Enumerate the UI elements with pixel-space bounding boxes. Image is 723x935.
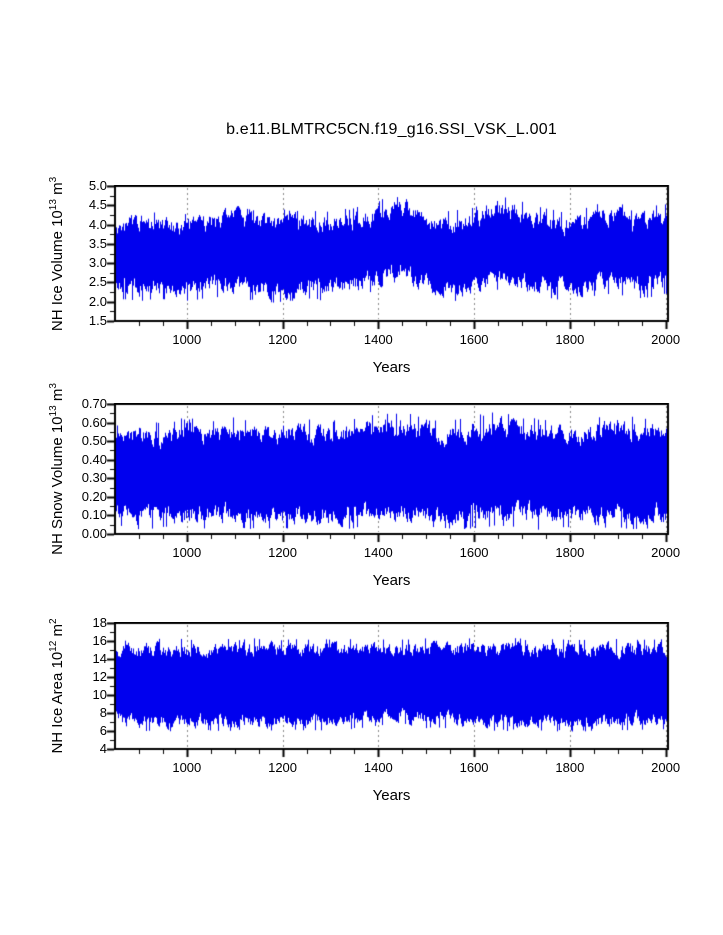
y-tick-label: 2.5 xyxy=(88,274,107,290)
y-tick-label: 10 xyxy=(92,687,107,702)
x-tick-label: 1600 xyxy=(459,332,489,347)
y-tick-label: 0.00 xyxy=(81,526,107,541)
y-tick-label: 0.40 xyxy=(81,451,107,467)
snow-volume-panel: NH Snow Volume 1013 m3 Years 1000 1200 140… xyxy=(0,383,723,595)
ice-volume-x-axis-label: Years xyxy=(372,359,411,376)
x-tick-label: 1600 xyxy=(459,760,489,775)
y-tick-label: 0.70 xyxy=(81,396,107,411)
snow-volume-plot-canvas xyxy=(0,403,723,547)
y-tick-label: 16 xyxy=(92,633,107,648)
y-tick-label: 0.30 xyxy=(81,470,107,486)
x-tick-label: 1000 xyxy=(172,332,202,347)
y-tick-label: 3.0 xyxy=(88,255,107,271)
ice-area-plot-canvas xyxy=(0,622,723,762)
x-tick-label: 1000 xyxy=(172,545,202,560)
y-tick-label: 5.0 xyxy=(88,178,107,193)
ice-area-x-axis-label: Years xyxy=(372,787,411,804)
y-tick-label: 12 xyxy=(92,669,107,684)
y-tick-label: 14 xyxy=(92,651,107,666)
y-tick-label: 4 xyxy=(99,741,107,756)
x-tick-label: 2000 xyxy=(651,545,681,560)
x-tick-label: 1200 xyxy=(268,760,298,775)
y-tick-label: 0.20 xyxy=(81,488,107,504)
y-tick-label: 18 xyxy=(92,615,107,630)
x-tick-label: 1200 xyxy=(268,332,298,347)
y-tick-label: 8 xyxy=(99,705,107,720)
y-tick-label: 6 xyxy=(99,723,107,738)
x-tick-label: 1400 xyxy=(363,332,393,347)
y-tick-label: 4.0 xyxy=(88,216,107,232)
y-axis-label-exponent: 3 xyxy=(48,383,59,389)
x-tick-label: 1800 xyxy=(555,760,585,775)
x-tick-label: 1600 xyxy=(459,545,489,560)
x-tick-label: 1400 xyxy=(363,760,393,775)
x-tick-label: 1200 xyxy=(268,545,298,560)
x-tick-label: 1400 xyxy=(363,545,393,560)
y-tick-label: 4.5 xyxy=(88,197,107,213)
y-tick-label: 1.5 xyxy=(88,313,107,328)
y-tick-label: 3.5 xyxy=(88,235,107,251)
x-tick-label: 2000 xyxy=(651,760,681,775)
x-tick-label: 1800 xyxy=(555,332,585,347)
x-tick-label: 1000 xyxy=(172,760,202,775)
x-tick-label: 2000 xyxy=(651,332,681,347)
y-tick-label: 2.0 xyxy=(88,293,107,309)
ice-volume-panel: NH Ice Volume 1013 m3 Years 1000 1200 1400… xyxy=(0,176,723,382)
y-tick-label: 0.60 xyxy=(81,414,107,430)
ice-area-panel: NH Ice Area 1012 m2 Years 1000 1200 1400 16… xyxy=(0,615,723,810)
x-tick-label: 1800 xyxy=(555,545,585,560)
y-axis-label-text: NH Ice Area 10 xyxy=(49,651,66,754)
ice-volume-plot-canvas xyxy=(0,185,723,334)
y-tick-label: 0.10 xyxy=(81,507,107,523)
snow-volume-x-axis-label: Years xyxy=(372,572,411,589)
chart-title: b.e11.BLMTRC5CN.f19_g16.SSI_VSK_L.001 xyxy=(226,121,557,138)
y-tick-label: 0.50 xyxy=(81,433,107,449)
